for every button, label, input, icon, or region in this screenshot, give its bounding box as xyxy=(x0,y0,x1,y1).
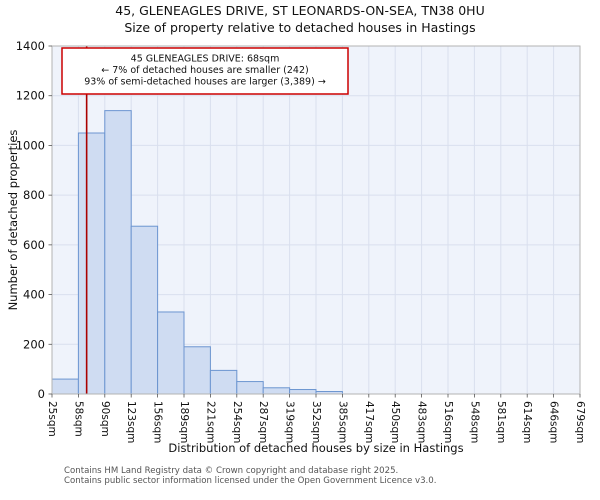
x-tick-label: 25sqm xyxy=(46,401,58,437)
x-tick-label: 254sqm xyxy=(231,401,243,443)
x-tick-label: 679sqm xyxy=(574,401,586,443)
x-tick-label: 548sqm xyxy=(468,401,480,443)
x-tick-label: 483sqm xyxy=(416,401,428,443)
chart-subtitle: Size of property relative to detached ho… xyxy=(124,20,476,35)
x-tick-label: 614sqm xyxy=(521,401,533,443)
histogram-bar xyxy=(262,387,291,395)
y-tick-label: 1200 xyxy=(16,89,45,103)
x-tick-label: 221sqm xyxy=(204,401,216,443)
x-tick-label: 156sqm xyxy=(152,401,164,443)
x-tick-label: 417sqm xyxy=(363,401,375,443)
x-tick-label: 516sqm xyxy=(442,401,454,443)
histogram-bar xyxy=(209,369,238,395)
histogram-chart: 45 GLENEAGLES DRIVE: 68sqm← 7% of detach… xyxy=(6,39,586,455)
annotation-text: 93% of semi-detached houses are larger (… xyxy=(84,77,326,88)
annotation-text: 45 GLENEAGLES DRIVE: 68sqm xyxy=(131,54,280,65)
annotation-box xyxy=(61,47,349,95)
attribution-line-1: Contains HM Land Registry data © Crown c… xyxy=(64,466,399,476)
y-tick-label: 0 xyxy=(38,387,45,401)
x-tick-label: 90sqm xyxy=(99,401,111,437)
x-tick-label: 123sqm xyxy=(125,401,137,443)
y-tick-label: 1000 xyxy=(16,138,45,152)
histogram-bar xyxy=(77,132,106,395)
chart-title: 45, GLENEAGLES DRIVE, ST LEONARDS-ON-SEA… xyxy=(115,3,485,18)
y-axis-title: Number of detached properties xyxy=(6,130,20,311)
histogram-bar xyxy=(289,389,317,395)
x-tick-label: 646sqm xyxy=(548,401,560,443)
histogram-bar xyxy=(157,311,185,395)
y-tick-label: 1400 xyxy=(16,39,45,53)
x-tick-label: 287sqm xyxy=(257,401,269,443)
x-tick-label: 189sqm xyxy=(178,401,190,443)
y-tick-label: 800 xyxy=(23,188,45,202)
histogram-bar xyxy=(104,110,132,395)
x-tick-label: 450sqm xyxy=(389,401,401,443)
x-axis-title: Distribution of detached houses by size … xyxy=(168,441,463,455)
x-tick-label: 385sqm xyxy=(336,401,348,443)
histogram-bar xyxy=(183,346,211,395)
x-tick-label: 352sqm xyxy=(310,401,322,443)
y-tick-label: 400 xyxy=(23,288,45,302)
x-tick-label: 319sqm xyxy=(284,401,296,443)
x-tick-label: 58sqm xyxy=(72,401,84,437)
y-tick-label: 600 xyxy=(23,238,45,252)
y-tick-label: 200 xyxy=(23,337,45,351)
attribution-line-2: Contains public sector information licen… xyxy=(64,476,437,486)
x-tick-label: 581sqm xyxy=(495,401,507,443)
histogram-bar xyxy=(236,381,264,395)
annotation-text: ← 7% of detached houses are smaller (242… xyxy=(101,65,308,76)
histogram-bar xyxy=(130,225,159,395)
attribution-footer: Contains HM Land Registry data © Crown c… xyxy=(64,466,436,486)
histogram-bar xyxy=(51,378,79,395)
